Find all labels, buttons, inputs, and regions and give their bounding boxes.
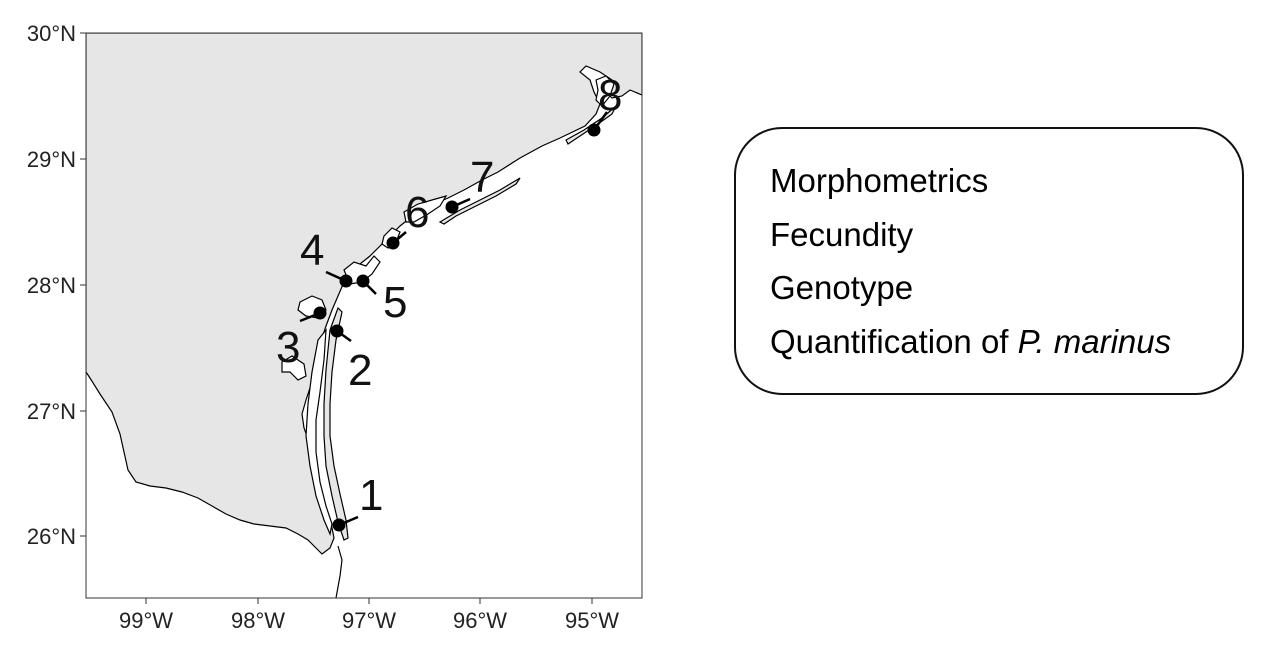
measurement-item: Morphometrics [770,162,989,199]
site-7: 7 [445,153,494,214]
map-frame [85,32,643,599]
measurement-item: Fecundity [770,215,914,253]
measurements-list: Morphometrics Fecundity Genotype Quantif… [770,154,1171,368]
lat-tick-label: 26°N [27,524,76,549]
site-marker [386,236,400,250]
latitude-axis: 30°N 29°N 28°N 27°N 26°N [27,21,86,549]
site-4: 4 [300,226,353,288]
measurement-item: Genotype [770,269,914,306]
barrier-island-matagorda [438,177,521,225]
site-label: 7 [470,153,494,202]
site-5: 5 [356,274,407,327]
species-name: P. marinus [1017,322,1172,360]
galveston-bay [595,75,615,107]
site-marker [445,200,459,214]
baffin-bay [281,355,307,381]
lon-tick-label: 98°W [231,608,285,633]
site-6: 6 [386,188,429,250]
longitude-axis: 99°W 98°W 97°W 96°W 95°W [119,598,619,633]
site-marker [356,274,370,288]
site-marker [339,274,353,288]
site-label: 3 [276,323,300,372]
site-8: 8 [587,71,622,137]
aransas-bay [343,255,381,285]
lon-tick-label: 95°W [565,608,619,633]
site-label: 6 [405,188,429,237]
coastline-south [335,545,343,598]
matagorda-bay [403,195,448,223]
site-label: 2 [348,346,372,395]
site-label: 5 [383,278,407,327]
site-marker [587,123,601,137]
measurements-box: Morphometrics Fecundity Genotype Quantif… [734,127,1244,395]
texas-coast-map: 30°N 29°N 28°N 27°N 26°N 99°W 98°W 97°W … [27,21,643,633]
lon-tick-label: 97°W [342,608,396,633]
site-1: 1 [332,471,383,532]
site-marker [330,324,344,338]
site-3: 3 [276,306,327,372]
site-label: 4 [300,226,324,275]
lon-tick-label: 99°W [119,608,173,633]
measurement-item: Quantification of P. marinus [770,315,1171,369]
barrier-island-padre [323,306,349,541]
laguna-madre [305,328,333,537]
site-marker [332,518,346,532]
lat-tick-label: 28°N [27,273,76,298]
site-2: 2 [330,324,372,395]
site-label: 8 [598,71,622,120]
measurement-item-text: Quantification of [770,322,1018,360]
lat-tick-label: 27°N [27,399,76,424]
lat-tick-label: 29°N [27,147,76,172]
site-marker [313,306,327,320]
lon-tick-label: 96°W [453,608,507,633]
lat-tick-label: 30°N [27,21,76,46]
site-label: 1 [359,471,383,520]
